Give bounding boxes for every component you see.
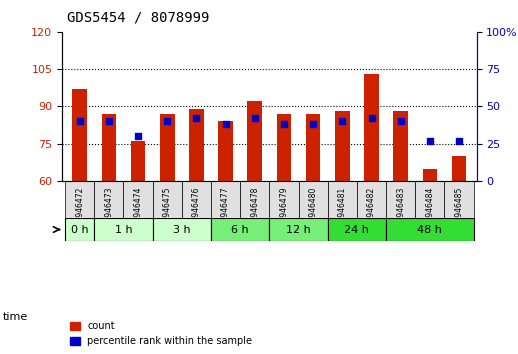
Point — [105, 119, 113, 124]
Bar — [423, 169, 437, 181]
Bar — [335, 112, 350, 181]
Text: GSM946477: GSM946477 — [221, 187, 230, 233]
Text: GSM946479: GSM946479 — [279, 187, 289, 233]
Bar — [189, 109, 204, 181]
Text: 3 h: 3 h — [173, 224, 191, 235]
Point — [367, 115, 376, 121]
FancyBboxPatch shape — [182, 181, 211, 218]
Point — [76, 119, 84, 124]
Point — [134, 133, 142, 139]
Bar — [364, 74, 379, 181]
Text: GSM946475: GSM946475 — [163, 187, 172, 233]
Text: GSM946480: GSM946480 — [309, 187, 318, 233]
Text: 6 h: 6 h — [232, 224, 249, 235]
Bar — [248, 102, 262, 181]
Text: GSM946483: GSM946483 — [396, 187, 405, 233]
FancyBboxPatch shape — [94, 218, 153, 241]
Point — [251, 115, 259, 121]
FancyBboxPatch shape — [153, 181, 182, 218]
Point — [426, 138, 434, 144]
Text: GDS5454 / 8078999: GDS5454 / 8078999 — [67, 11, 210, 25]
Text: GSM946473: GSM946473 — [104, 187, 113, 233]
Bar — [218, 121, 233, 181]
Point — [338, 119, 347, 124]
Text: GSM946481: GSM946481 — [338, 187, 347, 233]
Point — [397, 119, 405, 124]
FancyBboxPatch shape — [65, 218, 94, 241]
FancyBboxPatch shape — [328, 218, 386, 241]
Text: GSM946474: GSM946474 — [134, 187, 142, 233]
Point — [280, 121, 288, 127]
Text: 0 h: 0 h — [71, 224, 89, 235]
Text: 48 h: 48 h — [418, 224, 442, 235]
FancyBboxPatch shape — [386, 181, 415, 218]
Point — [163, 119, 171, 124]
FancyBboxPatch shape — [269, 218, 328, 241]
Point — [309, 121, 318, 127]
FancyBboxPatch shape — [415, 181, 444, 218]
Bar — [73, 89, 87, 181]
Point — [455, 138, 463, 144]
FancyBboxPatch shape — [386, 218, 473, 241]
FancyBboxPatch shape — [153, 218, 211, 241]
Text: 12 h: 12 h — [286, 224, 311, 235]
Text: GSM946482: GSM946482 — [367, 187, 376, 233]
Text: GSM946476: GSM946476 — [192, 187, 201, 233]
Legend: count, percentile rank within the sample: count, percentile rank within the sample — [67, 319, 255, 349]
Bar — [393, 112, 408, 181]
Bar — [306, 114, 321, 181]
Bar — [102, 114, 116, 181]
FancyBboxPatch shape — [211, 181, 240, 218]
FancyBboxPatch shape — [269, 181, 298, 218]
FancyBboxPatch shape — [328, 181, 357, 218]
FancyBboxPatch shape — [123, 181, 153, 218]
FancyBboxPatch shape — [240, 181, 269, 218]
FancyBboxPatch shape — [94, 181, 123, 218]
Bar — [160, 114, 175, 181]
FancyBboxPatch shape — [444, 181, 473, 218]
Text: GSM946485: GSM946485 — [455, 187, 464, 233]
Text: GSM946472: GSM946472 — [75, 187, 84, 233]
Bar — [131, 141, 146, 181]
Text: 1 h: 1 h — [114, 224, 132, 235]
Text: time: time — [3, 312, 28, 322]
Bar — [452, 156, 466, 181]
Point — [192, 115, 200, 121]
Text: 24 h: 24 h — [344, 224, 369, 235]
Bar — [277, 114, 291, 181]
FancyBboxPatch shape — [298, 181, 328, 218]
FancyBboxPatch shape — [65, 181, 94, 218]
Text: GSM946478: GSM946478 — [250, 187, 260, 233]
FancyBboxPatch shape — [357, 181, 386, 218]
Text: GSM946484: GSM946484 — [425, 187, 435, 233]
Point — [221, 121, 229, 127]
FancyBboxPatch shape — [211, 218, 269, 241]
